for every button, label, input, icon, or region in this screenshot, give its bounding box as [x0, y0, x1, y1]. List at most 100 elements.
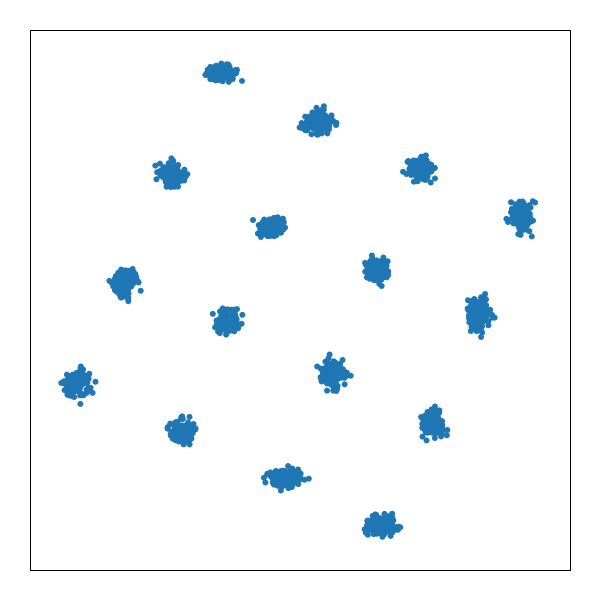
scatter-point: [178, 177, 185, 184]
cluster-3: [152, 155, 191, 191]
scatter-point: [230, 306, 237, 313]
cluster-1: [202, 60, 245, 85]
scatter-point: [475, 319, 482, 326]
scatter-point: [410, 170, 417, 177]
scatter-point: [218, 66, 225, 73]
scatter-point: [296, 472, 303, 479]
scatter-point: [239, 77, 245, 84]
cluster-7: [362, 252, 392, 289]
scatter-point: [260, 474, 267, 481]
scatter-point: [478, 334, 485, 341]
scatter-point: [418, 175, 425, 182]
scatter-point: [373, 511, 380, 518]
scatter-point: [532, 199, 539, 206]
scatter-point: [212, 62, 219, 69]
scatter-point: [181, 166, 188, 173]
scatter-point: [431, 403, 438, 410]
scatter-point: [116, 280, 123, 287]
scatter-point: [364, 265, 371, 272]
scatter-point: [178, 415, 185, 422]
cluster-15: [260, 463, 312, 494]
scatter-point: [324, 130, 331, 137]
scatter-point: [428, 168, 435, 175]
scatter-point: [431, 175, 438, 182]
scatter-point: [387, 532, 394, 539]
scatter-point: [69, 381, 76, 388]
scatter-point: [444, 427, 451, 434]
scatter-point: [483, 302, 490, 309]
scatter-point: [514, 213, 521, 220]
scatter-point: [302, 113, 309, 120]
scatter-point: [288, 482, 295, 489]
scatter-point: [68, 386, 75, 393]
scatter-point: [106, 277, 113, 284]
scatter-point: [482, 291, 489, 298]
scatter-point: [370, 269, 377, 276]
scatter-point: [80, 392, 87, 399]
scatter-point: [156, 160, 163, 167]
scatter-point: [504, 218, 511, 225]
scatter-point: [233, 319, 240, 326]
scatter-point: [313, 104, 320, 111]
scatter-point: [114, 286, 121, 293]
scatter-point: [214, 320, 221, 327]
scatter-point: [324, 387, 331, 394]
scatter-point: [209, 310, 216, 317]
scatter-point: [489, 311, 495, 318]
scatter-point: [366, 526, 373, 533]
scatter-point: [378, 526, 385, 533]
scatter-point: [153, 176, 160, 183]
scatter-point: [216, 73, 223, 80]
scatter-point: [67, 374, 74, 381]
scatter-point: [305, 475, 312, 482]
scatter-point: [208, 72, 215, 79]
scatter-point: [275, 224, 282, 231]
scatter-point: [262, 479, 269, 486]
points-layer: [58, 60, 539, 540]
cluster-12: [314, 351, 354, 395]
cluster-10: [209, 305, 246, 338]
scatter-point: [164, 425, 171, 432]
scatter-point: [378, 282, 385, 289]
scatter-point: [58, 380, 65, 387]
scatter-point: [154, 169, 161, 176]
scatter-point: [177, 434, 184, 441]
scatter-point: [377, 259, 384, 266]
scatter-point: [190, 421, 197, 428]
scatter-point: [249, 216, 256, 223]
cluster-16: [361, 510, 404, 540]
scatter-point: [343, 369, 350, 376]
scatter-point: [116, 290, 123, 297]
scatter-point: [221, 72, 228, 79]
scatter-point: [61, 387, 68, 394]
cluster-5: [503, 198, 539, 240]
scatter-point: [375, 271, 382, 278]
scatter-point: [470, 314, 477, 321]
scatter-point: [379, 533, 386, 540]
scatter-point: [272, 228, 279, 235]
scatter-point: [130, 268, 137, 275]
scatter-point: [474, 308, 481, 315]
scatter-point: [443, 432, 450, 439]
scatter-point: [437, 428, 444, 435]
scatter-point: [470, 298, 477, 305]
scatter-point: [226, 67, 233, 74]
scatter-point: [84, 386, 91, 393]
scatter-point: [89, 389, 96, 396]
scatter-point: [477, 304, 484, 311]
scatter-point: [341, 374, 348, 381]
scatter-point: [431, 423, 438, 430]
scatter-point: [374, 528, 381, 535]
scatter-point: [419, 421, 426, 428]
cluster-14: [418, 403, 451, 444]
cluster-9: [464, 291, 498, 341]
scatter-point: [312, 113, 319, 120]
cluster-11: [58, 363, 99, 407]
scatter-point: [412, 177, 419, 184]
scatter-point: [368, 252, 375, 259]
scatter-point: [528, 233, 535, 240]
cluster-4: [400, 152, 438, 186]
scatter-point: [318, 376, 325, 383]
scatter-point: [330, 386, 337, 393]
